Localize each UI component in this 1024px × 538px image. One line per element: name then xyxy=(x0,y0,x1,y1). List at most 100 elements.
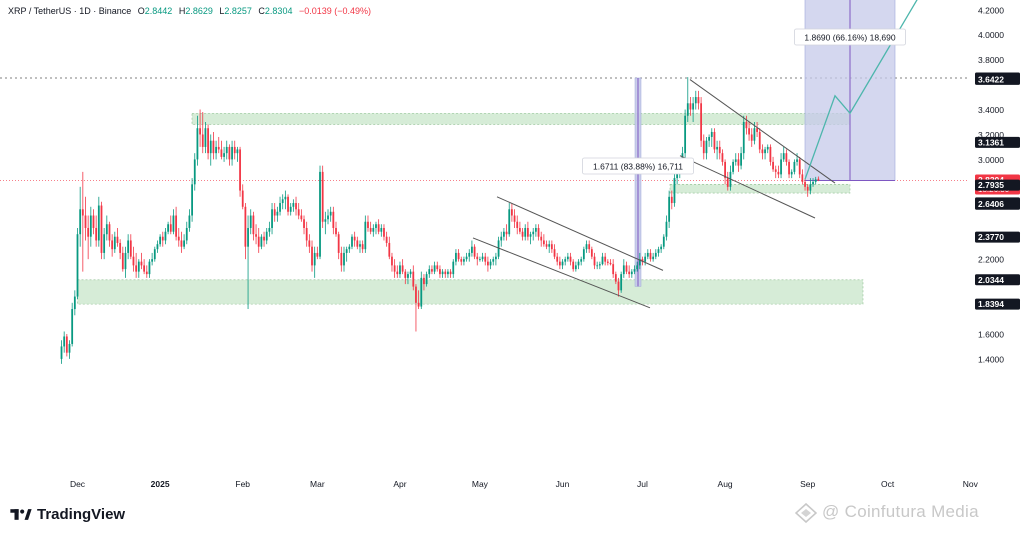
candle xyxy=(417,290,420,310)
y-tick-label: 3.0000 xyxy=(978,155,1004,165)
candle-body xyxy=(153,249,156,260)
candle-body xyxy=(564,259,567,262)
candle xyxy=(127,234,130,260)
candle-body xyxy=(684,115,687,154)
high-value: 2.8629 xyxy=(185,6,213,16)
price-label-text: 2.7935 xyxy=(978,180,1004,190)
price-label: 2.3770 xyxy=(975,231,1020,243)
candle-body xyxy=(503,231,505,237)
candle xyxy=(164,227,167,245)
candle xyxy=(316,246,319,260)
candle xyxy=(343,246,345,272)
candle-body xyxy=(92,215,95,228)
candle-body xyxy=(303,219,305,228)
candle-body xyxy=(601,256,604,265)
candle-body xyxy=(606,261,609,263)
candle-body xyxy=(316,252,319,257)
candle-body xyxy=(614,274,617,282)
candle xyxy=(708,134,711,147)
candle xyxy=(193,153,196,191)
candle-body xyxy=(524,227,527,237)
candle-body xyxy=(121,252,124,270)
y-tick-label: 4.2000 xyxy=(978,5,1004,15)
candle xyxy=(455,249,457,266)
candle xyxy=(335,221,337,237)
candle xyxy=(137,259,140,278)
candle-body xyxy=(324,219,327,222)
candle-body xyxy=(652,256,655,260)
y-tick-label: 3.8000 xyxy=(978,55,1004,65)
tradingview-logo[interactable]: TradingView xyxy=(10,506,125,523)
candle xyxy=(423,274,425,291)
candle-body xyxy=(801,174,804,182)
candle-body xyxy=(774,169,777,172)
candle-body xyxy=(204,128,207,147)
candle-body xyxy=(657,249,660,253)
candle xyxy=(700,97,703,147)
candle-body xyxy=(327,215,329,220)
candle-body xyxy=(108,224,111,241)
candle-body xyxy=(534,227,537,232)
candle-body xyxy=(798,159,801,175)
candle-body xyxy=(713,131,716,150)
candle-body xyxy=(492,259,495,262)
candle xyxy=(399,261,401,278)
candle xyxy=(428,265,431,278)
candle-body xyxy=(542,240,545,245)
candle-body xyxy=(710,131,713,137)
candle xyxy=(652,252,655,262)
candle-body xyxy=(71,309,74,344)
candle xyxy=(473,244,476,260)
candle xyxy=(383,224,385,241)
candle xyxy=(734,153,737,166)
candle xyxy=(388,236,391,260)
candle-body xyxy=(308,240,311,247)
coin-icon xyxy=(795,502,817,523)
candle-body xyxy=(665,221,668,237)
candle xyxy=(561,259,564,270)
candle xyxy=(185,221,188,245)
candle-body xyxy=(268,227,271,232)
candle xyxy=(636,261,639,272)
candle xyxy=(111,234,114,257)
candle xyxy=(271,203,273,235)
candle-body xyxy=(289,206,292,212)
candle xyxy=(550,240,553,253)
candle xyxy=(601,252,604,266)
candle-body xyxy=(694,97,697,104)
close-value: 2.8304 xyxy=(264,6,293,16)
candle-body xyxy=(135,265,138,272)
symbol-title[interactable]: XRP / TetherUS · 1D · Binance xyxy=(8,6,132,16)
candle xyxy=(65,333,68,357)
candle-body xyxy=(550,244,553,250)
candle-body xyxy=(415,286,417,303)
candle xyxy=(215,140,217,160)
candle xyxy=(521,227,524,241)
candle xyxy=(175,206,178,241)
candle-body xyxy=(233,146,236,154)
candle xyxy=(321,165,324,228)
candle-body xyxy=(81,209,84,216)
candle xyxy=(628,265,631,278)
candle-body xyxy=(473,246,476,257)
candle-body xyxy=(431,269,433,272)
price-label-text: 2.6406 xyxy=(978,199,1004,209)
candle xyxy=(356,236,359,250)
candle xyxy=(364,215,367,253)
candle-body xyxy=(228,146,231,160)
candle-body xyxy=(84,215,87,228)
candle-body xyxy=(215,146,217,154)
candle xyxy=(332,206,335,235)
candle xyxy=(81,171,84,272)
candle xyxy=(273,203,276,222)
candle xyxy=(569,252,572,266)
candle-body xyxy=(401,265,404,272)
candle-body xyxy=(295,203,297,210)
candle xyxy=(638,252,641,270)
candle-body xyxy=(505,231,508,235)
measure-label-2: 1.8690 (66.16%) 18,690 xyxy=(794,28,907,46)
candle-body xyxy=(785,153,788,162)
candle xyxy=(420,271,423,310)
x-tick-label: Sep xyxy=(800,479,815,489)
